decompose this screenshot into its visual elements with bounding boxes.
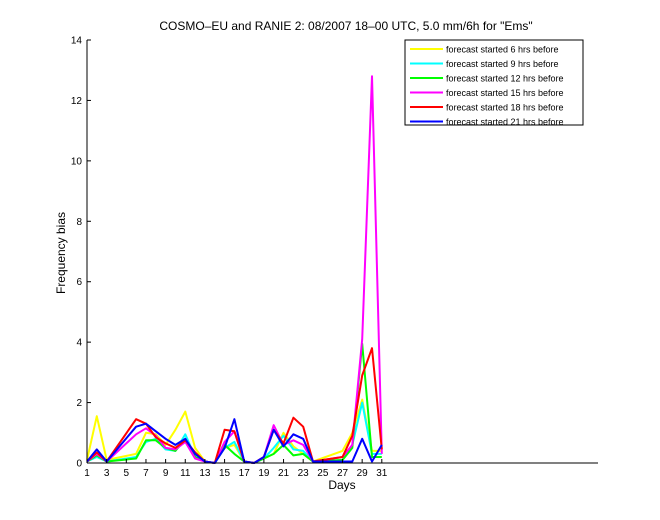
y-tick-label: 14 [71,36,83,47]
legend-entry: forecast started 12 hrs before [446,74,564,84]
series-layer [86,75,383,464]
y-tick-label: 0 [76,459,82,470]
x-tick-label: 17 [239,468,251,479]
x-tick-label: 7 [143,468,149,479]
legend: forecast started 6 hrs before forecast st… [404,39,584,127]
x-tick-label: 5 [124,468,130,479]
y-tick-label: 8 [76,217,82,228]
x-tick-label: 11 [180,468,191,479]
series-line [86,418,383,464]
series-line [86,398,382,464]
x-tick-label: 13 [199,468,211,479]
x-tick-label: 9 [163,468,169,479]
y-tick-label: 6 [76,277,82,288]
x-tick-label: 27 [337,468,349,479]
legend-entry: forecast started 18 hrs before [446,103,564,113]
y-tick-label: 4 [76,338,82,349]
legend-entry: forecast started 6 hrs before [446,45,559,55]
x-axis-label: Days [328,478,355,492]
x-tick-label: 15 [219,468,231,479]
y-ticks: 0 2 4 6 8 10 12 14 [71,36,91,470]
y-tick-label: 10 [71,156,83,167]
x-tick-label: 31 [376,468,388,479]
x-tick-label: 1 [84,468,90,479]
legend-entry: forecast started 21 hrs before [446,117,564,127]
x-tick-label: 3 [104,468,110,479]
legend-box [404,39,584,126]
series-line [86,347,383,464]
x-tick-label: 25 [317,468,329,479]
chart-title: COSMO–EU and RANIE 2: 08/2007 18–00 UTC,… [159,19,532,33]
legend-entry: forecast started 9 hrs before [446,59,559,69]
x-tick-label: 23 [298,468,310,479]
x-tick-label: 21 [278,468,290,479]
x-tick-label: 29 [357,468,369,479]
y-tick-label: 12 [71,96,83,107]
y-tick-label: 2 [76,398,82,409]
y-axis-label: Frequency bias [54,212,68,294]
x-tick-label: 19 [258,468,270,479]
legend-entry: forecast started 15 hrs before [446,88,564,98]
x-ticks: 1 3 5 7 9 11 13 15 17 19 21 23 25 27 29 31 [84,459,388,479]
